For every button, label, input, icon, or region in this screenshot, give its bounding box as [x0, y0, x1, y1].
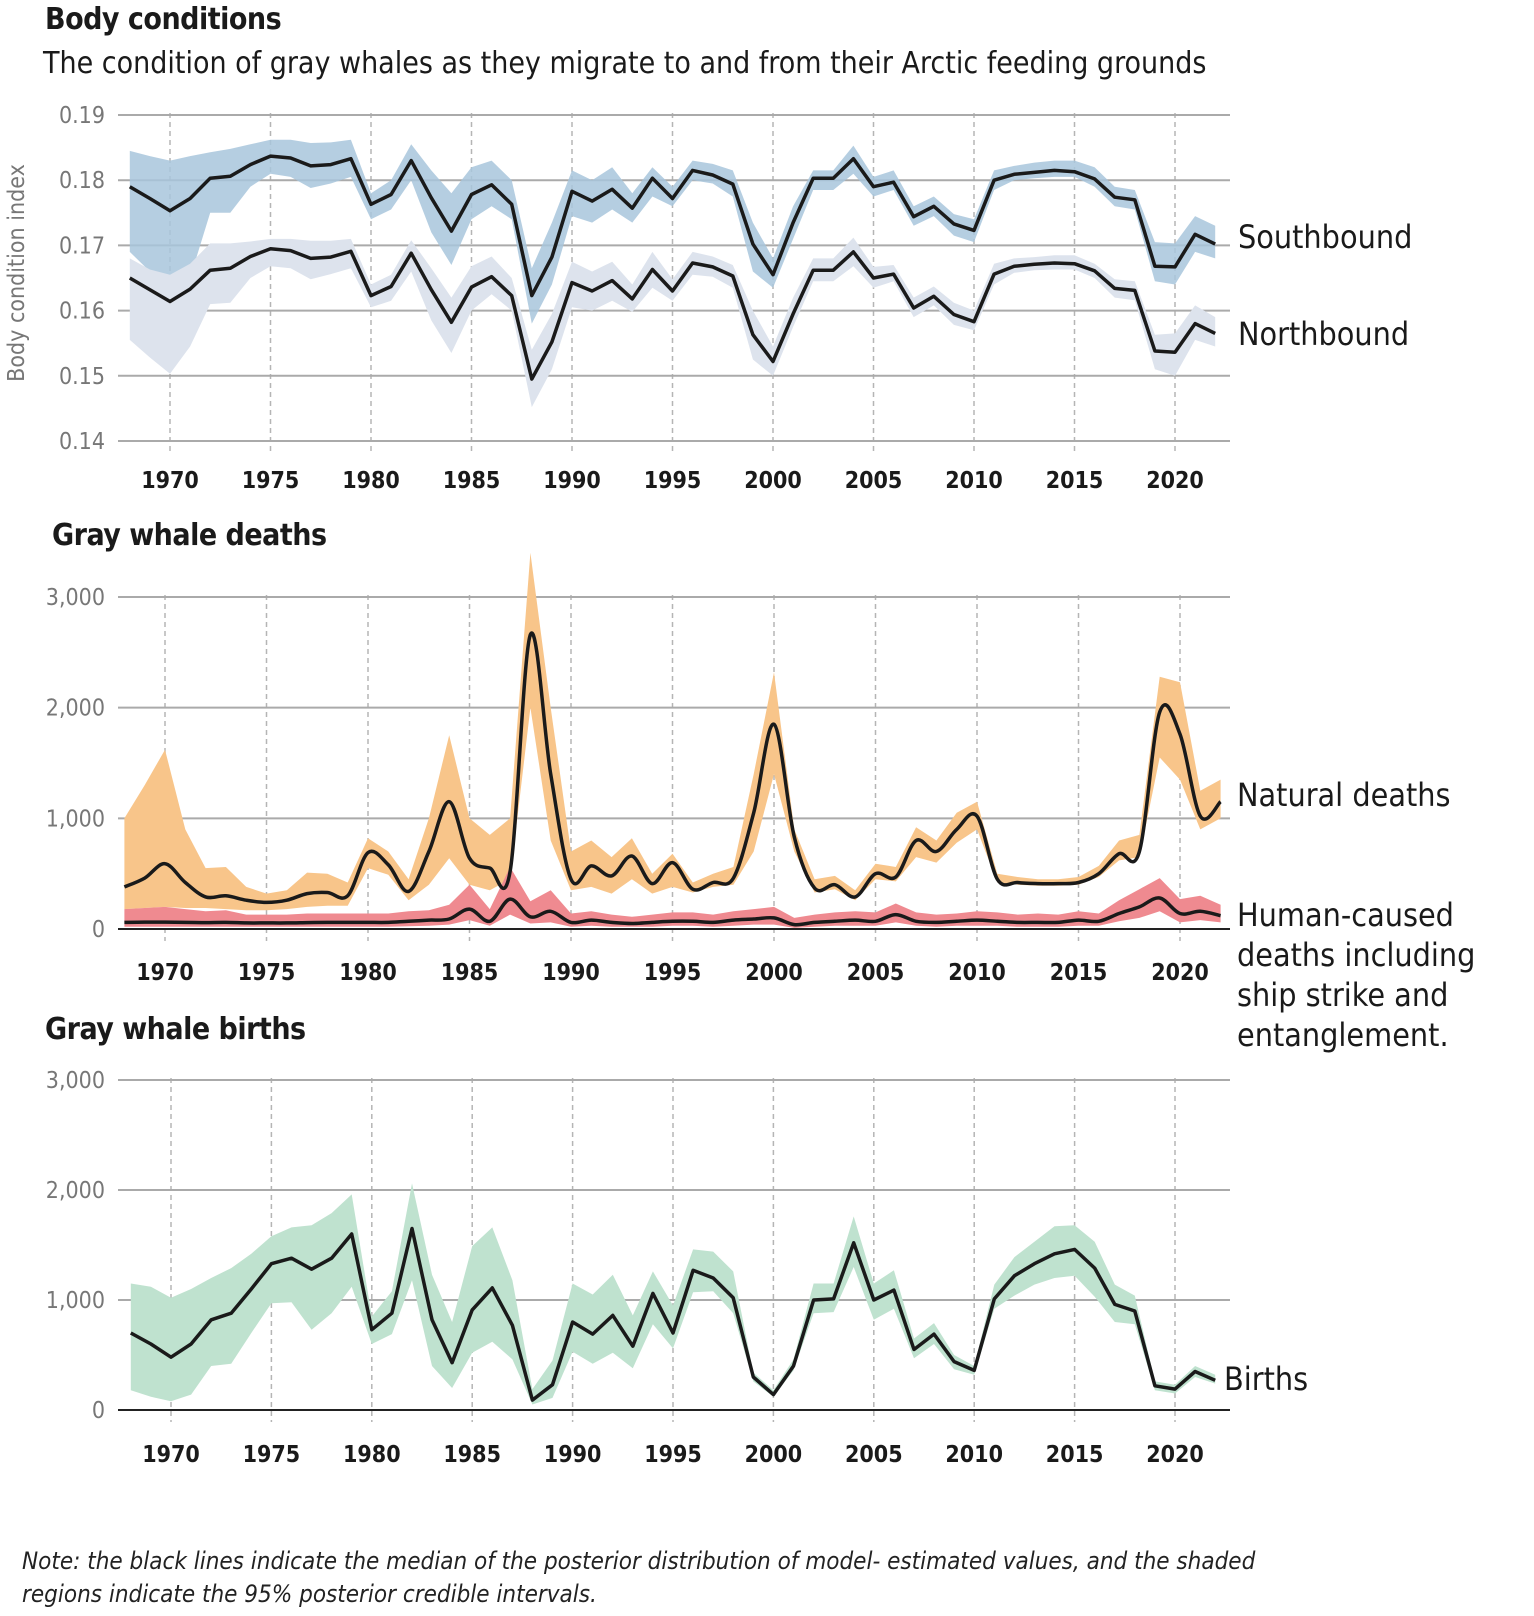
x-tick-label: 1970 — [142, 1442, 200, 1468]
x-tick-label: 2010 — [948, 960, 1006, 986]
x-tick-label: 2005 — [847, 960, 905, 986]
y-tick-label: 2,000 — [46, 1178, 105, 1204]
x-tick-label: 1990 — [543, 468, 601, 494]
x-tick-label: 2020 — [1146, 1442, 1204, 1468]
series-label-line: Human-caused — [1237, 896, 1454, 934]
x-tick-label: 1985 — [441, 960, 499, 986]
x-tick-label: 1975 — [243, 1442, 301, 1468]
series-label-line: ship strike and — [1237, 976, 1448, 1014]
note-line-2: regions indicate the 95% posterior credi… — [22, 1580, 597, 1608]
x-tick-label: 2015 — [1046, 1442, 1104, 1468]
x-tick-label: 2000 — [744, 468, 802, 494]
x-tick-label: 1980 — [343, 1442, 401, 1468]
chart-title-births: Gray whale births — [45, 1012, 306, 1047]
x-tick-label: 1995 — [644, 960, 702, 986]
x-tick-label: 1970 — [136, 960, 194, 986]
chart-deaths: 0 1,000 2,000 3,000 1970 1975 1980 1985 1990 1995… — [46, 552, 1475, 1054]
x-tick-label: 2005 — [845, 1442, 903, 1468]
y-tick-label: 2,000 — [46, 696, 105, 722]
series-label-natural: Natural deaths — [1237, 776, 1450, 814]
x-tick-label: 2005 — [845, 468, 903, 494]
series-label-southbound: Southbound — [1238, 218, 1412, 256]
x-tick-label: 2000 — [745, 1442, 803, 1468]
x-tick-label: 2020 — [1146, 468, 1204, 494]
y-tick-label: 0 — [92, 1398, 105, 1424]
note: Note: the black lines indicate the media… — [22, 1545, 1442, 1611]
series-label-line: entanglement. — [1237, 1016, 1449, 1054]
median-line-human-caused — [124, 896, 1221, 927]
chart-births: 0 1,000 2,000 3,000 1970 1975 1980 1985 1990 1995… — [46, 1068, 1308, 1468]
x-tick-label: 1980 — [342, 468, 400, 494]
y-axis-label: Body condition index — [4, 164, 30, 382]
x-tick-label: 1995 — [644, 468, 702, 494]
y-tick-label: 3,000 — [46, 585, 105, 611]
x-tick-label: 2020 — [1151, 960, 1209, 986]
x-tick-label: 2015 — [1046, 468, 1104, 494]
x-tick-label: 2010 — [945, 468, 1003, 494]
x-tick-label: 2010 — [945, 1442, 1003, 1468]
x-tick-label: 1995 — [644, 1442, 702, 1468]
x-tick-label: 2015 — [1050, 960, 1108, 986]
y-tick-label: 0 — [92, 917, 105, 943]
median-line-northbound — [128, 246, 1216, 381]
y-tick-label: 1,000 — [46, 1288, 105, 1314]
note-line-1: Note: the black lines indicate the media… — [22, 1547, 1256, 1575]
chart-subtitle-body: The condition of gray whales as they mig… — [43, 46, 1207, 81]
x-tick-label: 1975 — [238, 960, 296, 986]
series-label-human-caused: Human-caused deaths including ship strike … — [1237, 896, 1475, 1054]
chart-title-deaths: Gray whale deaths — [52, 518, 327, 553]
series-label-births: Births — [1224, 1360, 1308, 1398]
y-tick-label: 0.14 — [59, 429, 105, 455]
series-label-line: deaths including — [1237, 936, 1475, 974]
x-tick-label: 1980 — [339, 960, 397, 986]
median-line-births — [129, 1226, 1216, 1402]
credible-band-human-caused — [124, 867, 1221, 928]
y-tick-label: 0.16 — [59, 299, 105, 325]
y-tick-label: 0.15 — [59, 364, 105, 390]
series-label-northbound: Northbound — [1238, 315, 1409, 353]
x-tick-label: 1970 — [141, 468, 199, 494]
x-tick-label: 2000 — [745, 960, 803, 986]
y-tick-label: 0.19 — [59, 103, 105, 129]
credible-band-northbound — [129, 237, 1216, 408]
median-line-southbound — [128, 154, 1216, 298]
x-tick-label: 1985 — [443, 1442, 501, 1468]
x-tick-label: 1990 — [544, 1442, 602, 1468]
x-tick-label: 1975 — [242, 468, 300, 494]
credible-band-southbound — [129, 139, 1216, 324]
x-tick-label: 1990 — [542, 960, 600, 986]
y-tick-label: 0.18 — [59, 168, 105, 194]
y-tick-label: 1,000 — [46, 806, 105, 832]
chart-body: 0.14 0.15 0.16 0.17 0.18 0.19 1970 1975 1980 1985… — [4, 103, 1412, 494]
chart-title-body: Body conditions — [45, 2, 282, 37]
median-line-natural — [123, 631, 1222, 905]
y-tick-label: 3,000 — [46, 1068, 105, 1094]
x-tick-label: 1985 — [443, 468, 501, 494]
y-tick-label: 0.17 — [59, 233, 105, 259]
